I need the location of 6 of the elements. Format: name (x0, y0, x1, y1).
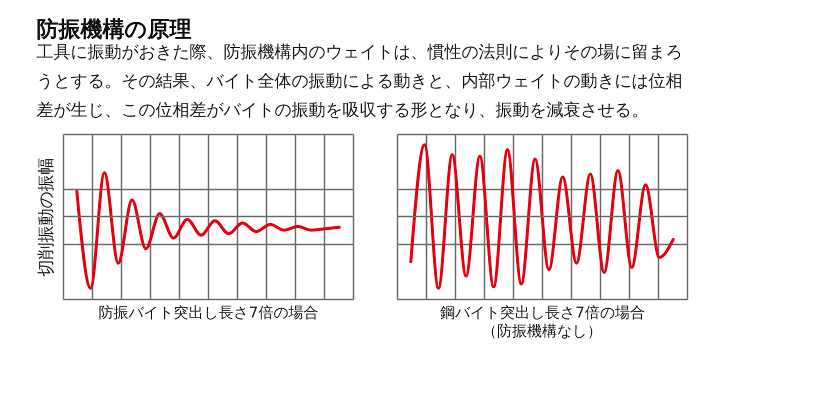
y-axis-title: 切削振動の振幅 (36, 158, 56, 276)
text: 工具に振動がおきた際、防振機構内のウェイトは、慣性の法則によりその場に留まろうとする。その結果、バイト全体の振動による動きと、内部ウェイトの動きには位相差が生じ、この位相差がバイトの振動を吸収する形となり、振動を減衰させる。 (36, 42, 682, 120)
text: （防振機構なし） (482, 322, 602, 340)
chart-title: 防振機構の原理 (36, 18, 192, 42)
x-axis-title: 鋼バイト突出し長さ7倍の場合 (440, 304, 645, 322)
x-axis-title: 防振バイト突出し長さ7倍の場合 (98, 304, 318, 322)
